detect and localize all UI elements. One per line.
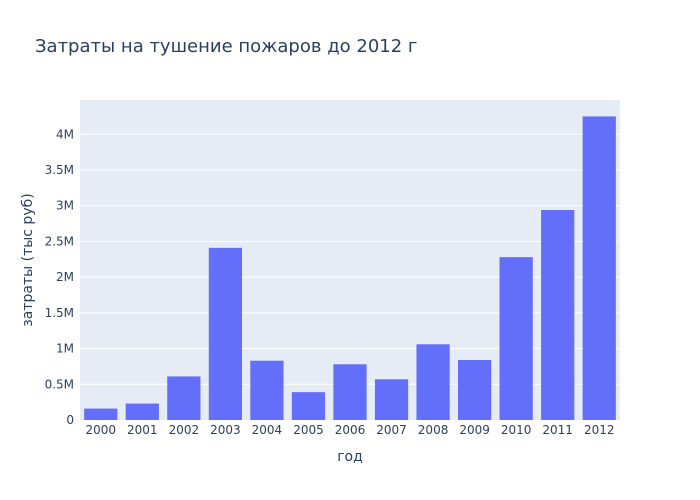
x-axis-title: год <box>337 449 363 465</box>
bar-2010[interactable] <box>499 257 533 420</box>
bars <box>84 116 616 420</box>
bar-2001[interactable] <box>125 403 159 420</box>
y-tick-label: 0 <box>66 413 74 427</box>
chart-title: Затраты на тушение пожаров до 2012 г <box>35 36 417 57</box>
bar-2003[interactable] <box>208 247 242 420</box>
y-tick-label: 0.5M <box>45 377 74 391</box>
x-tick-label: 2002 <box>169 423 200 437</box>
x-tick-label: 2008 <box>418 423 449 437</box>
x-tick-label: 2006 <box>335 423 366 437</box>
bar-2000[interactable] <box>84 408 118 420</box>
x-tick-label: 2011 <box>542 423 573 437</box>
x-tick-label: 2010 <box>501 423 532 437</box>
x-tick-label: 2004 <box>252 423 283 437</box>
bar-2009[interactable] <box>458 360 492 420</box>
bar-2007[interactable] <box>374 379 409 420</box>
x-tick-label: 2009 <box>459 423 490 437</box>
x-tick-label: 2007 <box>376 423 407 437</box>
y-tick-label: 3M <box>56 199 74 213</box>
bar-2006[interactable] <box>333 364 367 420</box>
y-tick-labels: 0 0.5M 1M 1.5M 2M 2.5M 3M 3.5M 4M <box>45 127 74 427</box>
x-tick-label: 2000 <box>85 423 116 437</box>
y-tick-label: 2M <box>56 270 74 284</box>
x-tick-label: 2012 <box>584 423 615 437</box>
y-tick-label: 2.5M <box>45 234 74 248</box>
bar-2012[interactable] <box>582 116 616 420</box>
bar-2011[interactable] <box>541 210 575 420</box>
bar-2002[interactable] <box>167 376 201 420</box>
y-tick-label: 1.5M <box>45 306 74 320</box>
x-tick-label: 2001 <box>127 423 158 437</box>
bar-2008[interactable] <box>416 344 450 420</box>
y-tick-label: 4M <box>56 127 74 141</box>
y-axis-title: затраты (тыс руб) <box>20 193 36 326</box>
x-tick-label: 2005 <box>293 423 324 437</box>
y-tick-label: 3.5M <box>45 163 74 177</box>
x-tick-label: 2003 <box>210 423 241 437</box>
y-tick-label: 1M <box>56 342 74 356</box>
bar-2005[interactable] <box>291 392 326 420</box>
x-tick-labels: 2000 2001 2002 2003 2004 2005 2006 2007 2008 2009… <box>85 423 614 437</box>
bar-2004[interactable] <box>250 360 284 420</box>
